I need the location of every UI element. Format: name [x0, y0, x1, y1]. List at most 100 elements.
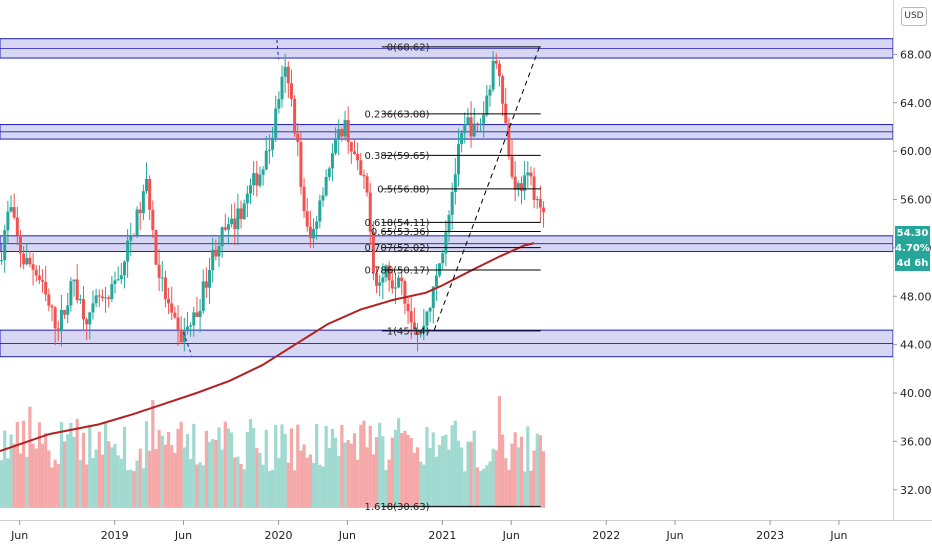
candle-body-134: [422, 325, 426, 332]
candle-body-145: [456, 144, 460, 175]
volume-bar-45: [141, 468, 145, 508]
fib-level-label-0: 0(68.62): [387, 42, 430, 53]
volume-bar-160: [504, 458, 508, 508]
candle-body-138: [434, 275, 438, 287]
volume-bar-90: [283, 434, 287, 508]
candle-body-8: [25, 257, 29, 265]
volume-bar-167: [526, 426, 530, 508]
price-axis[interactable]: 68.0064.0060.0056.0052.0048.0044.0040.00…: [893, 48, 932, 497]
candle-body-3: [9, 207, 13, 212]
drawings-layer: [183, 39, 542, 356]
volume-bar-104: [327, 447, 331, 508]
volume-bar-125: [393, 429, 398, 508]
candle-body-96: [302, 186, 306, 212]
volume-bar-39: [122, 426, 127, 508]
currency-button[interactable]: USD: [901, 7, 927, 26]
candle-body-11: [34, 269, 38, 276]
candle-body-120: [378, 282, 382, 286]
candle-body-139: [438, 263, 442, 276]
candle-body-63: [198, 310, 202, 317]
candle-body-36: [113, 280, 117, 284]
volume-bar-75: [236, 456, 240, 508]
candle-body-75: [236, 208, 240, 230]
candle-body-97: [305, 211, 309, 227]
candle-body-159: [501, 76, 505, 104]
candle-body-109: [343, 120, 347, 137]
candle-body-147: [463, 124, 467, 134]
volume-bar-116: [365, 447, 369, 508]
volume-bar-153: [482, 468, 486, 508]
candle-body-20: [63, 310, 67, 315]
volume-bar-28: [88, 424, 92, 508]
candle-body-79: [249, 185, 253, 194]
volume-bar-145: [456, 440, 461, 508]
volume-bar-158: [497, 396, 502, 508]
volume-bar-63: [198, 462, 202, 508]
volume-bar-44: [138, 448, 142, 508]
candle-body-68: [214, 249, 218, 257]
volume-bar-131: [412, 452, 416, 508]
volume-bar-156: [491, 448, 495, 508]
volume-bar-15: [47, 450, 51, 508]
fib-level-label-3: 0.5(56.88): [377, 184, 429, 195]
candle-body-144: [453, 174, 457, 193]
candle-body-25: [78, 299, 82, 301]
candle-body-41: [129, 235, 133, 241]
candle-body-39: [122, 261, 126, 276]
candle-body-46: [145, 178, 149, 192]
volume-bar-72: [226, 428, 231, 508]
volume-layer: [0, 396, 546, 508]
candle-body-81: [255, 173, 259, 186]
time-tick-label-10: Jun: [829, 529, 847, 542]
volume-bar-118: [371, 454, 375, 508]
candle-body-58: [182, 329, 186, 343]
volume-bar-37: [116, 455, 120, 508]
volume-bar-138: [434, 456, 439, 508]
candle-body-166: [523, 175, 527, 191]
volume-bar-139: [437, 444, 442, 508]
candle-body-72: [226, 224, 230, 230]
volume-bar-42: [132, 471, 136, 508]
candle-body-141: [444, 232, 448, 254]
candle-body-33: [104, 297, 108, 299]
candle-body-29: [91, 303, 95, 313]
candle-body-167: [526, 172, 530, 176]
volume-bar-108: [340, 425, 344, 508]
volume-bar-100: [315, 424, 319, 508]
candle-body-16: [50, 305, 54, 308]
candle-body-140: [441, 253, 445, 264]
volume-bar-91: [286, 462, 290, 508]
volume-bar-119: [374, 437, 379, 508]
candle-body-155: [488, 89, 492, 96]
volume-bar-58: [182, 447, 186, 508]
volume-bar-27: [85, 464, 89, 508]
volume-bar-151: [475, 467, 479, 508]
volume-bar-38: [119, 458, 123, 508]
volume-bar-33: [103, 421, 108, 508]
volume-bar-0: [0, 460, 4, 508]
candle-body-170: [535, 199, 539, 201]
time-axis[interactable]: Jun 2019 Jun 2020 Jun 2021 Jun 2022 Jun 2023 Jun: [10, 520, 848, 542]
volume-bar-170: [535, 433, 539, 508]
volume-bar-14: [44, 433, 48, 508]
time-tick-label-4: Jun: [338, 529, 356, 542]
volume-bar-146: [460, 447, 464, 508]
candle-body-153: [482, 114, 486, 124]
candle-body-104: [327, 168, 331, 177]
candle-body-142: [447, 215, 451, 233]
candle-body-64: [201, 281, 205, 311]
candle-body-101: [318, 200, 322, 222]
fib-level-label-5: 0.65(53.36): [371, 227, 430, 238]
time-tick-label-9: 2023: [756, 529, 784, 542]
volume-bar-8: [25, 456, 29, 508]
volume-bar-18: [56, 464, 60, 508]
candle-body-59: [185, 326, 189, 330]
volume-bar-164: [516, 447, 520, 508]
volume-bar-98: [308, 454, 312, 508]
volume-bar-6: [18, 453, 23, 508]
candle-body-114: [359, 160, 363, 175]
candle-body-154: [485, 95, 489, 115]
volume-bar-59: [185, 434, 190, 508]
candle-body-60: [189, 325, 193, 327]
